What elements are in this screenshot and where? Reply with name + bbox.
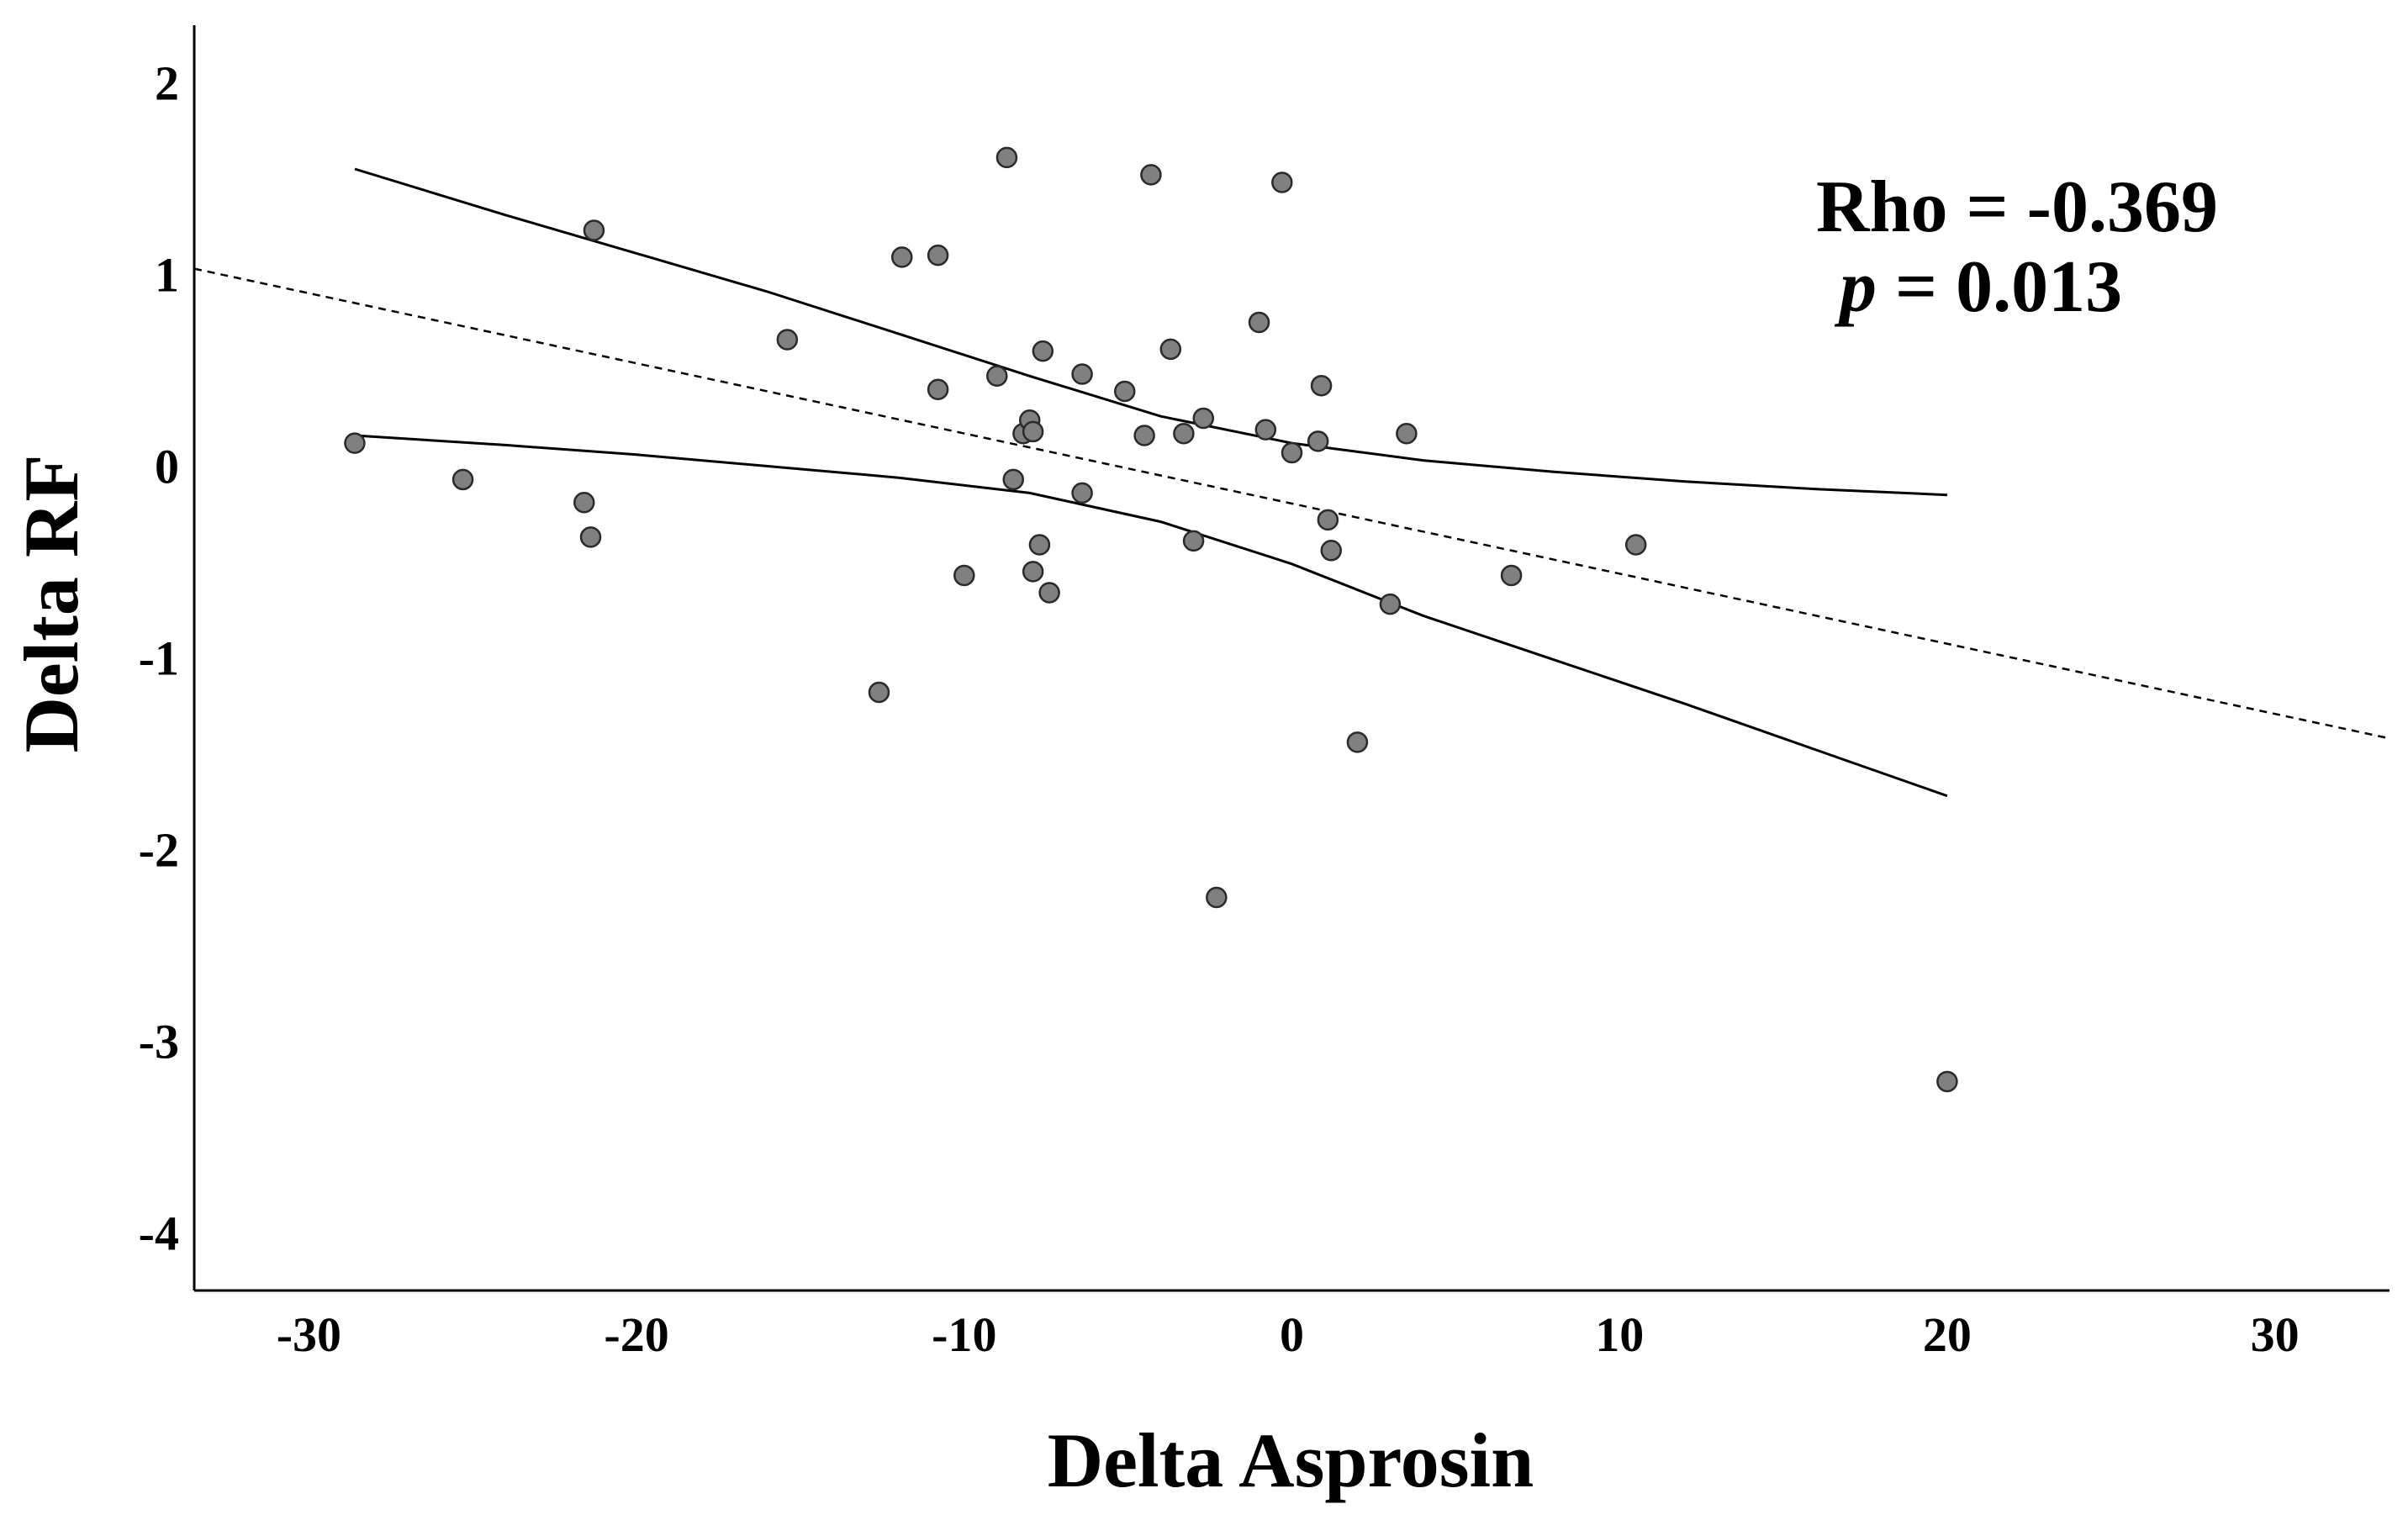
data-point [927,378,949,401]
data-point [1028,534,1051,556]
data-point [1281,441,1303,464]
y-axis-ticks: 2 1 0 -1 -2 -3 -4 [139,55,179,1260]
y-tick-label: -2 [139,823,179,878]
x-axis-title: Delta Asprosin [1048,1417,1534,1503]
data-point [583,219,605,241]
data-point [1307,430,1329,452]
data-point [927,244,949,267]
data-point [1002,468,1025,491]
data-point [1310,374,1333,397]
data-point [1133,425,1155,446]
data-point [776,329,799,351]
x-tick-label: -30 [277,1307,341,1362]
data-point [1248,311,1270,334]
x-tick-label: 0 [1280,1307,1304,1362]
fit-line [193,267,2390,740]
data-point [1071,363,1093,385]
data-point [1159,338,1182,361]
data-point [1032,340,1054,362]
data-point [452,468,474,491]
data-point [1936,1070,1958,1093]
data-point [1038,582,1060,604]
rho-annotation: Rho = -0.369 [1816,166,2218,248]
p-value: = 0.013 [1877,246,2122,328]
fit-lines [193,167,2390,798]
y-tick-label: 1 [155,247,179,302]
data-point [995,146,1018,169]
p-symbol: p [1834,246,1877,328]
data-point [1271,172,1293,193]
data-point [1022,561,1044,583]
data-point [891,246,913,268]
ci-lower-line [354,434,1948,798]
data-point [1396,422,1418,445]
data-point [1254,419,1277,441]
data-point [953,564,975,587]
ci-upper-line [354,167,1947,497]
y-axis-title: Delta RF [8,454,94,752]
y-tick-label: -4 [139,1206,179,1261]
data-point [868,681,890,704]
data-point [579,526,602,548]
data-point [1346,731,1369,753]
y-tick-label: -3 [139,1015,179,1069]
axes [193,25,2390,1292]
data-point [986,365,1008,388]
data-point [1624,534,1647,556]
data-point [1500,564,1523,587]
x-tick-label: 10 [1595,1307,1644,1362]
data-point [344,432,366,454]
x-tick-label: -20 [604,1307,668,1362]
data-point [1192,407,1215,430]
data-point [1379,593,1402,615]
data-point [1022,420,1044,443]
y-tick-label: 0 [155,439,179,493]
data-point [1173,422,1195,445]
y-tick-label: -1 [139,631,179,686]
p-value-annotation: p = 0.013 [1834,246,2122,328]
data-points [344,146,1958,1093]
data-point [1071,482,1093,504]
data-point [573,492,595,514]
x-tick-label: -10 [932,1307,996,1362]
data-point [1206,886,1228,909]
data-point [1140,164,1162,186]
y-tick-label: 2 [155,55,179,110]
x-tick-label: 20 [1923,1307,1972,1362]
data-point [1317,509,1339,531]
x-axis-ticks: -30 -20 -10 0 10 20 30 [277,1307,2300,1362]
data-point [1320,540,1343,562]
data-point [1114,380,1136,403]
data-point [1182,530,1205,552]
x-tick-label: 30 [2251,1307,2300,1362]
